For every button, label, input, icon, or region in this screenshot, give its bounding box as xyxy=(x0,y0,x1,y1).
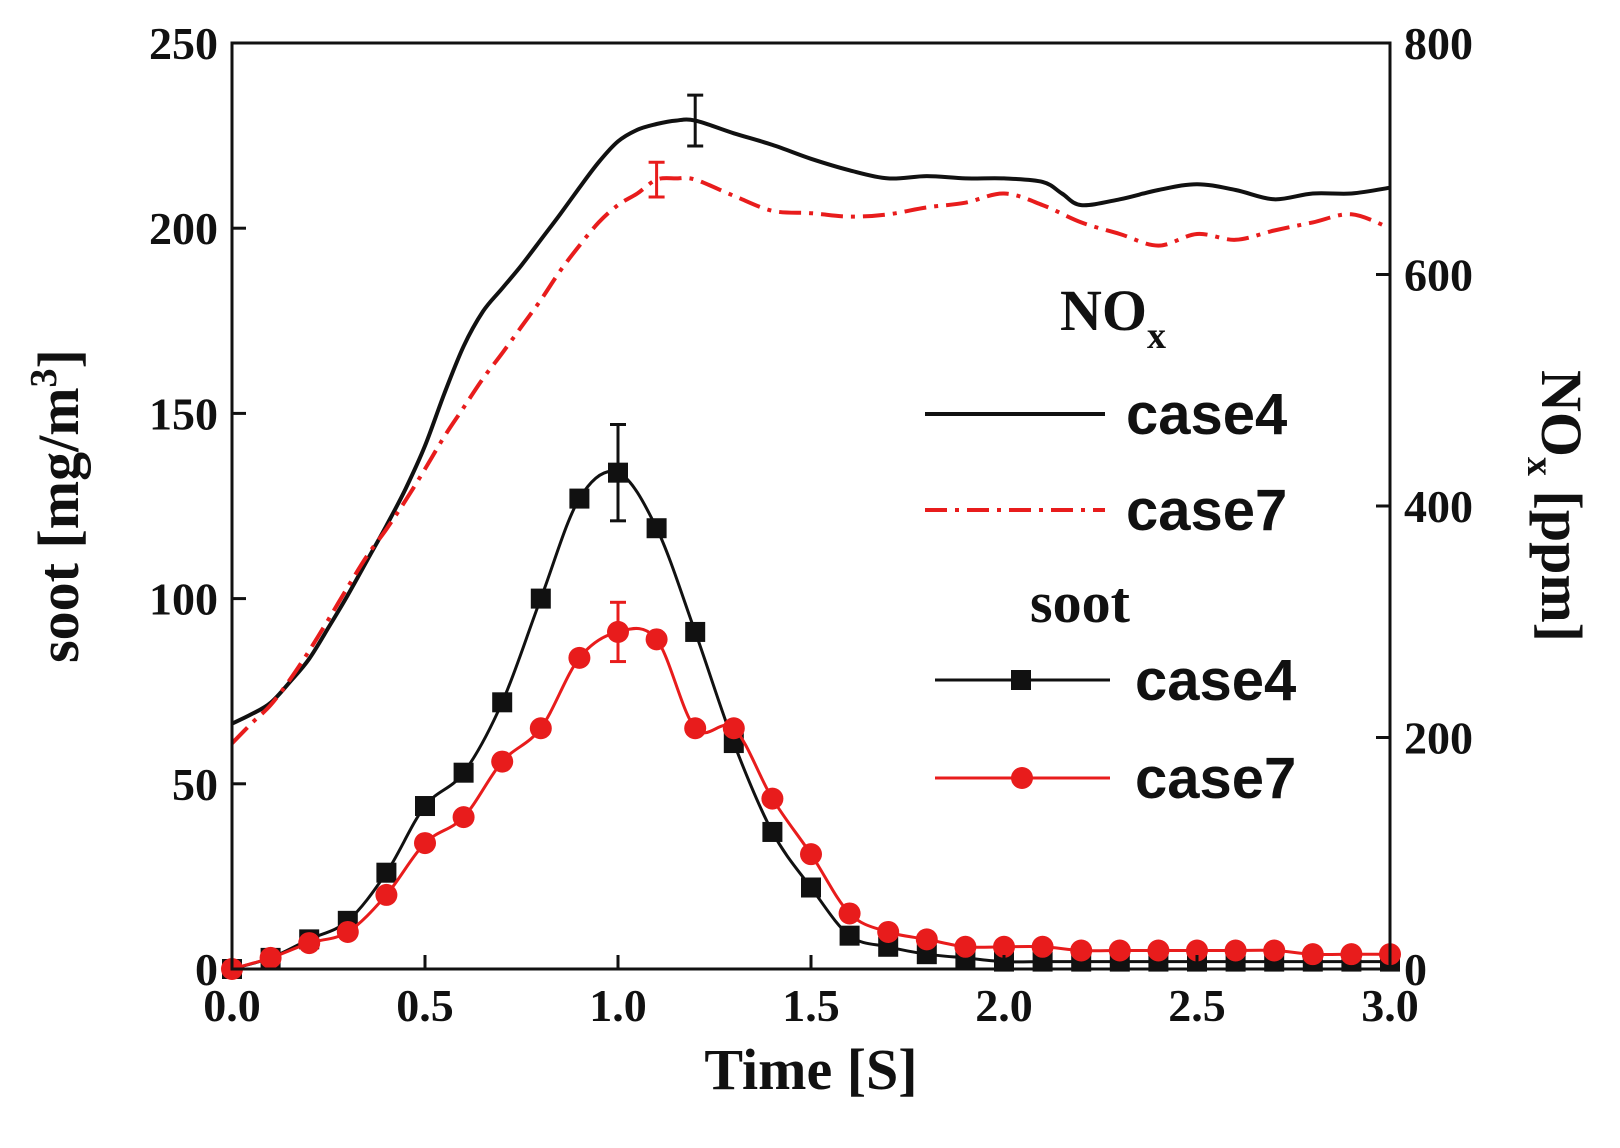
data-point-soot-case7 xyxy=(1070,939,1093,962)
x-tick-label: 3.0 xyxy=(1361,980,1419,1031)
x-tick-label: 1.5 xyxy=(782,980,840,1031)
y-right-title-sub: x xyxy=(1519,457,1561,476)
data-point-soot-case7 xyxy=(375,883,398,906)
data-point-soot-case4 xyxy=(530,588,551,609)
series-layer xyxy=(221,93,1401,980)
data-point-soot-case7 xyxy=(722,717,745,740)
data-point-soot-case7 xyxy=(1263,939,1286,962)
data-point-soot-case4 xyxy=(1032,951,1053,972)
y-left-tick-label: 100 xyxy=(149,574,218,625)
data-point-soot-case7 xyxy=(298,932,321,955)
data-point-soot-case4 xyxy=(762,821,783,842)
data-point-soot-case7 xyxy=(259,946,282,969)
series-nox-case4 xyxy=(231,93,1391,726)
y-right-tick-label: 0 xyxy=(1404,944,1427,995)
x-axis-title: Time [S] xyxy=(704,1037,917,1102)
y-left-tick-label: 150 xyxy=(149,388,218,439)
legend-soot-case7-label: case7 xyxy=(1135,746,1296,811)
y-right-tick-label: 800 xyxy=(1404,18,1473,69)
data-point-soot-case4 xyxy=(646,518,667,539)
data-point-soot-case7 xyxy=(800,843,822,866)
data-point-soot-case4 xyxy=(839,925,860,946)
data-point-soot-case7 xyxy=(954,935,977,958)
data-point-soot-case7 xyxy=(1031,935,1054,958)
data-point-soot-case7 xyxy=(684,717,707,740)
series-nox-case7 xyxy=(230,160,1391,745)
data-point-soot-case7 xyxy=(645,628,668,651)
data-point-soot-case7 xyxy=(838,902,861,925)
ticks-layer: 0.0 0.5 1.0 1.5 2.0 2.5 3.00501001502002500200… xyxy=(149,18,1473,1031)
series-line-nox-case7 xyxy=(230,175,1391,745)
data-point-soot-case4 xyxy=(723,733,744,754)
data-point-soot-case4 xyxy=(916,944,937,965)
x-tick-label: 2.0 xyxy=(975,980,1033,1031)
y-left-tick-label: 0 xyxy=(195,944,218,995)
data-point-soot-case4 xyxy=(685,621,706,642)
data-point-soot-case7 xyxy=(1186,939,1208,962)
data-point-soot-case4 xyxy=(376,862,397,883)
y-left-axis-title: soot [mg/m3] xyxy=(23,349,91,663)
legend-soot-case7-marker xyxy=(1011,767,1033,789)
y-right-axis-title: NOx [ppm] xyxy=(1519,370,1594,642)
x-tick-label: 1.0 xyxy=(589,980,647,1031)
x-tick-label: 0.5 xyxy=(396,980,454,1031)
y-left-title-sup: 3 xyxy=(23,368,65,387)
y-left-tick-label: 50 xyxy=(172,759,218,810)
y-right-title-text: NO xyxy=(1529,370,1594,457)
series-line-nox-case4 xyxy=(231,117,1391,726)
y-left-tick-label: 200 xyxy=(149,203,218,254)
data-point-soot-case7 xyxy=(452,806,475,829)
legend-group2-title: soot xyxy=(1030,570,1131,635)
data-point-soot-case7 xyxy=(568,646,591,669)
data-point-soot-case4 xyxy=(569,488,590,509)
data-point-soot-case4 xyxy=(801,877,821,898)
legend-nox-case4-label: case4 xyxy=(1126,382,1287,447)
data-point-soot-case7 xyxy=(414,832,436,855)
data-point-soot-case4 xyxy=(415,796,435,817)
data-point-soot-case7 xyxy=(877,920,900,943)
legend-group1-title-text: NO xyxy=(1060,278,1147,343)
legend-soot-case4-marker xyxy=(1011,670,1031,690)
data-point-soot-case7 xyxy=(336,920,359,943)
x-tick-label: 2.5 xyxy=(1168,980,1226,1031)
data-point-soot-case4 xyxy=(492,692,513,713)
data-point-soot-case7 xyxy=(1224,939,1247,962)
legend: NOx case4 case7 soot case4 case7 xyxy=(925,278,1296,811)
data-point-soot-case7 xyxy=(1147,939,1170,962)
legend-nox-case7-label: case7 xyxy=(1126,478,1287,543)
data-point-soot-case7 xyxy=(761,787,784,810)
y-left-title-text: soot [mg/m xyxy=(26,387,91,662)
y-right-tick-label: 400 xyxy=(1404,481,1473,532)
legend-group1-title: NOx xyxy=(1060,278,1166,357)
y-right-title-suffix: [ppm] xyxy=(1529,476,1594,642)
data-point-soot-case4 xyxy=(878,936,899,957)
data-point-soot-case7 xyxy=(993,935,1015,958)
legend-soot-case4-label: case4 xyxy=(1135,648,1296,713)
data-point-soot-case7 xyxy=(1340,943,1363,966)
series-soot-case7 xyxy=(221,600,1401,980)
data-point-soot-case4 xyxy=(453,762,474,783)
x-tick-label: 0.0 xyxy=(203,980,261,1031)
y-left-tick-label: 250 xyxy=(149,18,218,69)
data-point-soot-case7 xyxy=(915,928,938,951)
data-point-soot-case7 xyxy=(529,717,552,740)
y-right-tick-label: 600 xyxy=(1404,250,1473,301)
y-left-title-suffix: ] xyxy=(26,349,91,368)
data-point-soot-case7 xyxy=(1301,943,1324,966)
y-right-tick-label: 200 xyxy=(1404,713,1473,764)
data-point-soot-case7 xyxy=(491,750,514,773)
legend-group1-title-sub: x xyxy=(1147,315,1166,357)
data-point-soot-case7 xyxy=(1108,939,1131,962)
